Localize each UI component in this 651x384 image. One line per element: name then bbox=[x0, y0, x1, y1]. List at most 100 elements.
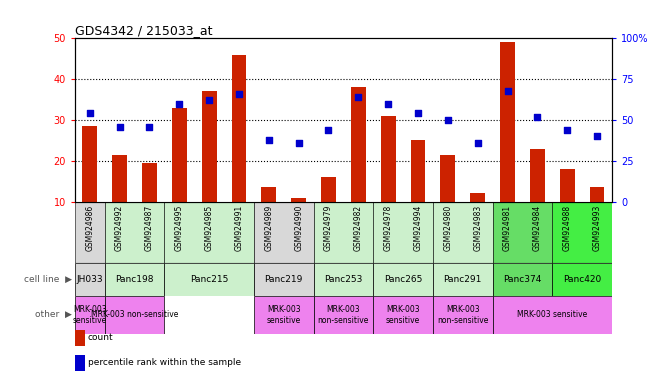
Point bbox=[383, 101, 393, 107]
Bar bbox=[291, 197, 306, 202]
Text: GSM924981: GSM924981 bbox=[503, 205, 512, 251]
Point bbox=[473, 140, 483, 146]
Text: MRK-003
non-sensitive: MRK-003 non-sensitive bbox=[437, 305, 488, 324]
Point bbox=[443, 117, 453, 123]
Text: Panc198: Panc198 bbox=[115, 275, 154, 284]
Text: MRK-003 non-sensitive: MRK-003 non-sensitive bbox=[91, 310, 178, 319]
Bar bbox=[470, 194, 485, 202]
Bar bbox=[321, 177, 336, 202]
Bar bbox=[433, 263, 493, 296]
Bar bbox=[75, 202, 105, 263]
Text: GSM924991: GSM924991 bbox=[234, 205, 243, 251]
Text: Panc291: Panc291 bbox=[443, 275, 482, 284]
Point bbox=[174, 101, 184, 107]
Point bbox=[85, 111, 95, 117]
Text: GSM924989: GSM924989 bbox=[264, 205, 273, 251]
Point bbox=[234, 91, 244, 97]
Bar bbox=[202, 91, 217, 202]
Point bbox=[264, 137, 274, 143]
Text: GSM924980: GSM924980 bbox=[443, 205, 452, 251]
Bar bbox=[373, 202, 433, 263]
Point bbox=[294, 140, 304, 146]
Bar bbox=[314, 263, 373, 296]
Bar bbox=[590, 187, 605, 202]
Bar bbox=[75, 263, 105, 296]
Bar bbox=[314, 202, 373, 263]
Text: GDS4342 / 215033_at: GDS4342 / 215033_at bbox=[75, 24, 212, 37]
Text: GSM924979: GSM924979 bbox=[324, 205, 333, 251]
Bar bbox=[493, 263, 552, 296]
Bar bbox=[560, 169, 575, 202]
Text: GSM924988: GSM924988 bbox=[562, 205, 572, 251]
Text: MRK-003
non-sensitive: MRK-003 non-sensitive bbox=[318, 305, 369, 324]
Bar bbox=[105, 202, 164, 263]
Bar bbox=[254, 202, 314, 263]
Text: GSM924984: GSM924984 bbox=[533, 205, 542, 251]
Point bbox=[204, 98, 214, 104]
Bar bbox=[552, 202, 612, 263]
Text: GSM924982: GSM924982 bbox=[354, 205, 363, 251]
Text: Panc215: Panc215 bbox=[190, 275, 229, 284]
Point bbox=[413, 111, 423, 117]
Bar bbox=[105, 296, 164, 334]
Bar bbox=[254, 263, 314, 296]
Point bbox=[324, 127, 334, 133]
Text: Panc219: Panc219 bbox=[264, 275, 303, 284]
Bar bbox=[530, 149, 545, 202]
Text: JH033: JH033 bbox=[76, 275, 103, 284]
Bar bbox=[440, 155, 455, 202]
Bar bbox=[500, 43, 515, 202]
Bar bbox=[373, 263, 433, 296]
Point bbox=[532, 114, 542, 120]
Bar bbox=[82, 126, 97, 202]
Bar bbox=[314, 296, 373, 334]
Bar bbox=[493, 296, 612, 334]
Bar bbox=[351, 88, 366, 202]
Bar bbox=[112, 155, 127, 202]
Point bbox=[353, 94, 363, 100]
Bar bbox=[105, 263, 164, 296]
Text: GSM924994: GSM924994 bbox=[413, 205, 422, 251]
Point bbox=[115, 124, 125, 130]
Bar bbox=[164, 202, 254, 263]
Bar bbox=[164, 263, 254, 296]
Bar bbox=[232, 55, 247, 202]
Point bbox=[562, 127, 572, 133]
Text: percentile rank within the sample: percentile rank within the sample bbox=[88, 358, 241, 367]
Text: count: count bbox=[88, 333, 113, 343]
Text: MRK-003
sensitive: MRK-003 sensitive bbox=[73, 305, 107, 324]
Point bbox=[145, 124, 155, 130]
Text: GSM924995: GSM924995 bbox=[175, 205, 184, 251]
Bar bbox=[552, 263, 612, 296]
Text: Panc265: Panc265 bbox=[384, 275, 422, 284]
Point bbox=[592, 133, 602, 139]
Text: GSM924985: GSM924985 bbox=[204, 205, 214, 251]
Text: GSM924983: GSM924983 bbox=[473, 205, 482, 251]
Bar bbox=[75, 296, 105, 334]
Text: GSM924990: GSM924990 bbox=[294, 205, 303, 251]
Bar bbox=[411, 141, 426, 202]
Text: other  ▶: other ▶ bbox=[35, 310, 72, 319]
Text: Panc420: Panc420 bbox=[563, 275, 602, 284]
Bar bbox=[172, 108, 187, 202]
Text: MRK-003
sensitive: MRK-003 sensitive bbox=[386, 305, 420, 324]
Text: GSM924987: GSM924987 bbox=[145, 205, 154, 251]
Text: GSM924978: GSM924978 bbox=[383, 205, 393, 251]
Text: MRK-003
sensitive: MRK-003 sensitive bbox=[267, 305, 301, 324]
Text: cell line  ▶: cell line ▶ bbox=[23, 275, 72, 284]
Bar bbox=[433, 202, 493, 263]
Bar bbox=[493, 202, 552, 263]
Text: MRK-003 sensitive: MRK-003 sensitive bbox=[517, 310, 587, 319]
Text: GSM924986: GSM924986 bbox=[85, 205, 94, 251]
Bar bbox=[381, 116, 396, 202]
Bar bbox=[373, 296, 433, 334]
Bar bbox=[261, 187, 276, 202]
Text: GSM924992: GSM924992 bbox=[115, 205, 124, 251]
Bar bbox=[254, 296, 314, 334]
Point bbox=[503, 88, 513, 94]
Bar bbox=[433, 296, 493, 334]
Bar bbox=[142, 163, 157, 202]
Text: Panc374: Panc374 bbox=[503, 275, 542, 284]
Text: GSM924993: GSM924993 bbox=[592, 205, 602, 251]
Text: Panc253: Panc253 bbox=[324, 275, 363, 284]
